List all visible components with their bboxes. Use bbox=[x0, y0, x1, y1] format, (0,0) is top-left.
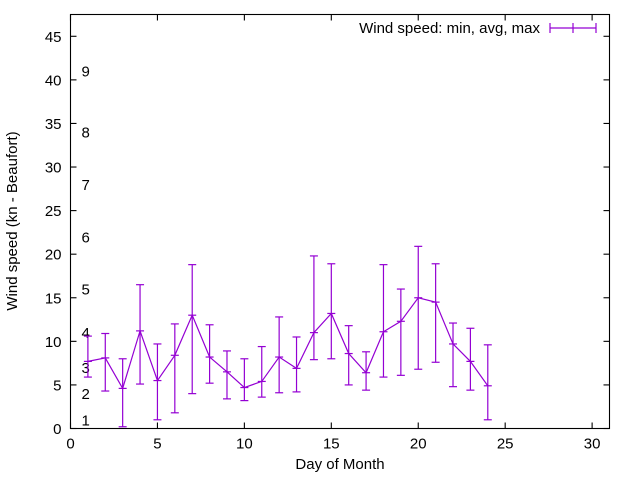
y-tick-label: 45 bbox=[45, 29, 62, 46]
legend: Wind speed: min, avg, max bbox=[359, 20, 597, 37]
beaufort-label: 2 bbox=[82, 386, 90, 403]
beaufort-label: 1 bbox=[82, 412, 90, 429]
plot-frame bbox=[69, 13, 611, 430]
beaufort-label: 7 bbox=[82, 177, 90, 194]
y-tick-label: 20 bbox=[45, 247, 62, 264]
legend-label: Wind speed: min, avg, max bbox=[359, 20, 540, 37]
beaufort-label: 8 bbox=[82, 125, 90, 142]
y-tick-label: 10 bbox=[45, 334, 62, 351]
y-tick-label: 40 bbox=[45, 72, 62, 89]
x-axis-title: Day of Month bbox=[295, 456, 384, 473]
beaufort-scale-labels: 1 2 3 4 5 6 7 8 9 bbox=[82, 64, 90, 430]
x-tick-label: 30 bbox=[584, 436, 601, 453]
beaufort-label: 4 bbox=[82, 325, 90, 342]
x-tick-label: 25 bbox=[497, 436, 514, 453]
legend-sample-marker bbox=[549, 23, 597, 33]
y-tick-label: 25 bbox=[45, 203, 62, 220]
data-series bbox=[83, 245, 492, 428]
y-tick-label: 30 bbox=[45, 160, 62, 177]
beaufort-label: 5 bbox=[82, 282, 90, 299]
x-tick-label: 5 bbox=[153, 436, 161, 453]
y-axis-title: Wind speed (kn - Beaufort) bbox=[4, 131, 21, 310]
beaufort-label: 9 bbox=[82, 64, 90, 81]
y-tick-label: 5 bbox=[53, 377, 61, 394]
x-axis: 0 5 10 15 20 25 30 bbox=[66, 14, 601, 453]
x-tick-label: 10 bbox=[236, 436, 253, 453]
avg-line bbox=[87, 297, 489, 390]
y-tick-label: 35 bbox=[45, 116, 62, 133]
beaufort-label: 6 bbox=[82, 229, 90, 246]
beaufort-label: 3 bbox=[82, 360, 90, 377]
y-tick-label: 15 bbox=[45, 290, 62, 307]
x-tick-label: 15 bbox=[323, 436, 340, 453]
x-tick-label: 0 bbox=[66, 436, 74, 453]
y-tick-label: 0 bbox=[53, 421, 61, 438]
x-tick-label: 20 bbox=[410, 436, 427, 453]
